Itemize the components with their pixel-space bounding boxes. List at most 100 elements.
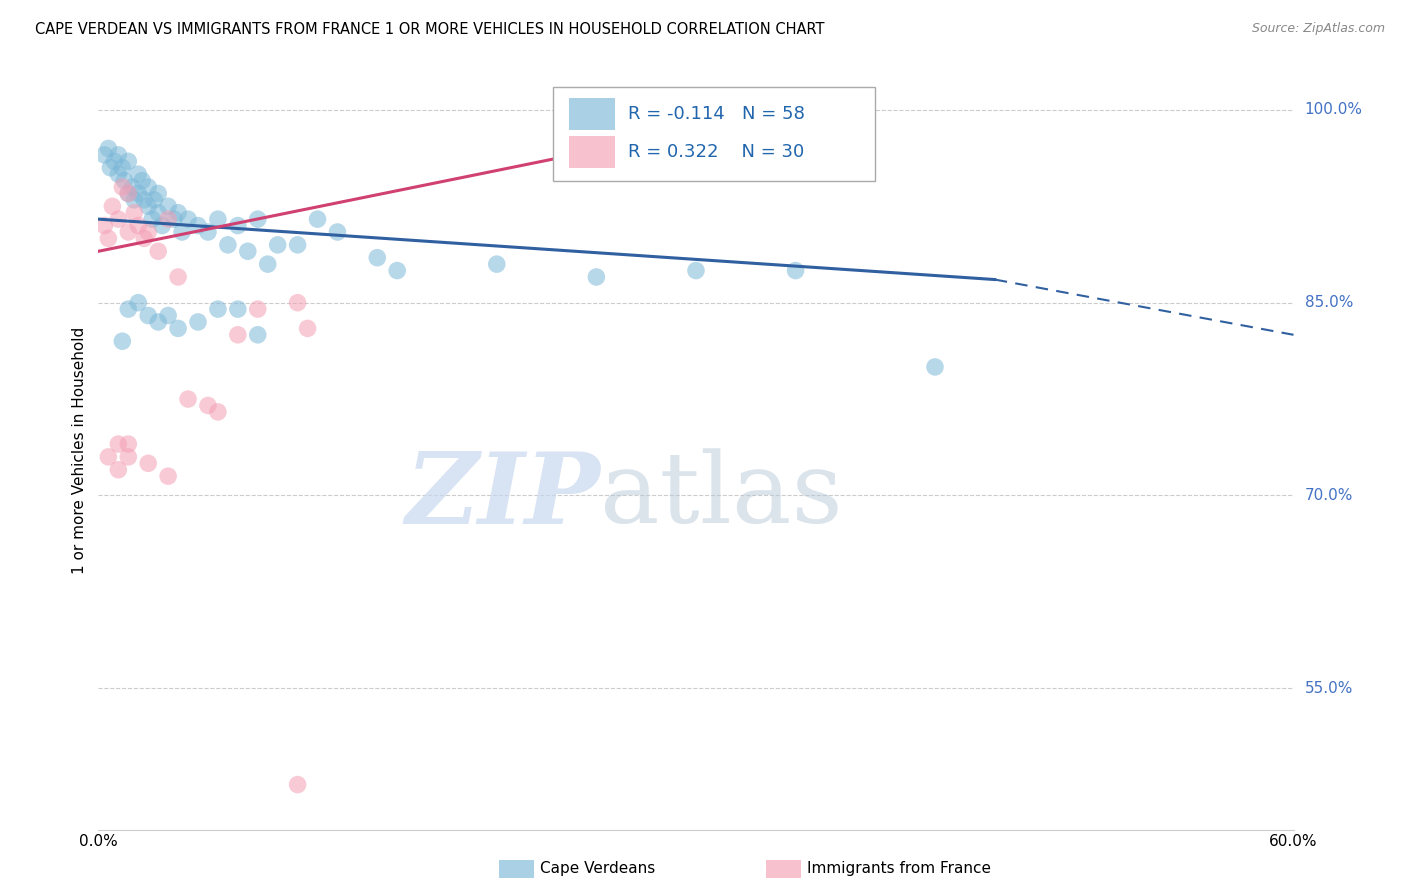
Point bbox=[97, 231, 120, 245]
Point bbox=[246, 302, 269, 317]
Point bbox=[267, 237, 290, 252]
Point bbox=[134, 193, 156, 207]
Text: Source: ZipAtlas.com: Source: ZipAtlas.com bbox=[1251, 22, 1385, 36]
Point bbox=[117, 186, 139, 201]
Point bbox=[187, 219, 209, 233]
Point bbox=[148, 186, 170, 201]
Point bbox=[924, 359, 946, 374]
Point bbox=[93, 219, 115, 233]
Text: R = 0.322    N = 30: R = 0.322 N = 30 bbox=[628, 143, 804, 161]
Point bbox=[197, 399, 219, 413]
Point bbox=[167, 270, 190, 285]
Point bbox=[117, 450, 139, 464]
Point bbox=[117, 225, 139, 239]
Point bbox=[236, 244, 259, 259]
Point bbox=[98, 161, 122, 175]
Text: 55.0%: 55.0% bbox=[1305, 681, 1353, 696]
Point bbox=[785, 263, 807, 277]
Point bbox=[785, 103, 807, 117]
Point bbox=[226, 327, 249, 342]
Point bbox=[124, 205, 146, 219]
Point bbox=[136, 456, 159, 470]
Point bbox=[157, 309, 180, 323]
Point bbox=[127, 219, 149, 233]
Bar bbox=[553, 87, 876, 181]
Point bbox=[585, 270, 607, 285]
Point bbox=[111, 161, 134, 175]
Point bbox=[226, 302, 249, 317]
Point bbox=[117, 302, 139, 317]
Point bbox=[101, 199, 124, 213]
Point bbox=[150, 219, 173, 233]
Point bbox=[256, 257, 278, 271]
Point bbox=[485, 257, 508, 271]
Point bbox=[307, 212, 329, 227]
Point bbox=[136, 199, 159, 213]
Text: Immigrants from France: Immigrants from France bbox=[807, 862, 991, 876]
Point bbox=[107, 212, 129, 227]
Point bbox=[287, 237, 309, 252]
Point bbox=[197, 225, 219, 239]
Point bbox=[124, 193, 146, 207]
Point bbox=[157, 212, 180, 227]
Point bbox=[117, 437, 139, 451]
Point bbox=[148, 244, 170, 259]
Point bbox=[127, 295, 149, 310]
Point bbox=[143, 193, 166, 207]
Point bbox=[127, 167, 149, 181]
Point bbox=[685, 263, 707, 277]
Point bbox=[287, 295, 309, 310]
Point bbox=[97, 141, 120, 155]
Point bbox=[111, 180, 134, 194]
Point bbox=[207, 212, 229, 227]
Point bbox=[131, 173, 153, 187]
Point bbox=[366, 251, 388, 265]
Point bbox=[107, 148, 129, 162]
Point bbox=[148, 205, 170, 219]
Bar bbox=[569, 136, 614, 168]
Text: 100.0%: 100.0% bbox=[1305, 103, 1362, 118]
Point bbox=[148, 315, 170, 329]
Point bbox=[287, 778, 309, 792]
Point bbox=[246, 212, 269, 227]
Point bbox=[226, 219, 249, 233]
Text: Cape Verdeans: Cape Verdeans bbox=[540, 862, 655, 876]
Text: ZIP: ZIP bbox=[405, 448, 600, 544]
Point bbox=[107, 167, 129, 181]
Point bbox=[177, 392, 200, 406]
Point bbox=[207, 405, 229, 419]
Text: 85.0%: 85.0% bbox=[1305, 295, 1353, 310]
Point bbox=[127, 186, 149, 201]
Point bbox=[103, 154, 125, 169]
Point bbox=[134, 231, 156, 245]
Point bbox=[157, 469, 180, 483]
Point bbox=[167, 321, 190, 335]
Point bbox=[136, 309, 159, 323]
Point bbox=[111, 334, 134, 349]
Point bbox=[117, 186, 139, 201]
Text: CAPE VERDEAN VS IMMIGRANTS FROM FRANCE 1 OR MORE VEHICLES IN HOUSEHOLD CORRELATI: CAPE VERDEAN VS IMMIGRANTS FROM FRANCE 1… bbox=[35, 22, 825, 37]
Point bbox=[107, 463, 129, 477]
Point bbox=[157, 199, 180, 213]
Point bbox=[385, 263, 409, 277]
Point bbox=[163, 212, 186, 227]
Point bbox=[326, 225, 349, 239]
Point bbox=[141, 212, 163, 227]
Point bbox=[93, 148, 115, 162]
Point bbox=[97, 450, 120, 464]
Point bbox=[187, 315, 209, 329]
Point bbox=[121, 180, 143, 194]
Point bbox=[172, 225, 194, 239]
Point bbox=[207, 302, 229, 317]
Point bbox=[112, 173, 135, 187]
Point bbox=[167, 205, 190, 219]
Text: atlas: atlas bbox=[600, 448, 844, 544]
Point bbox=[217, 237, 239, 252]
Text: R = -0.114   N = 58: R = -0.114 N = 58 bbox=[628, 105, 804, 123]
Bar bbox=[569, 98, 614, 129]
Y-axis label: 1 or more Vehicles in Household: 1 or more Vehicles in Household bbox=[72, 326, 87, 574]
Point bbox=[136, 225, 159, 239]
Point bbox=[177, 212, 200, 227]
Point bbox=[117, 154, 139, 169]
Point bbox=[136, 180, 159, 194]
